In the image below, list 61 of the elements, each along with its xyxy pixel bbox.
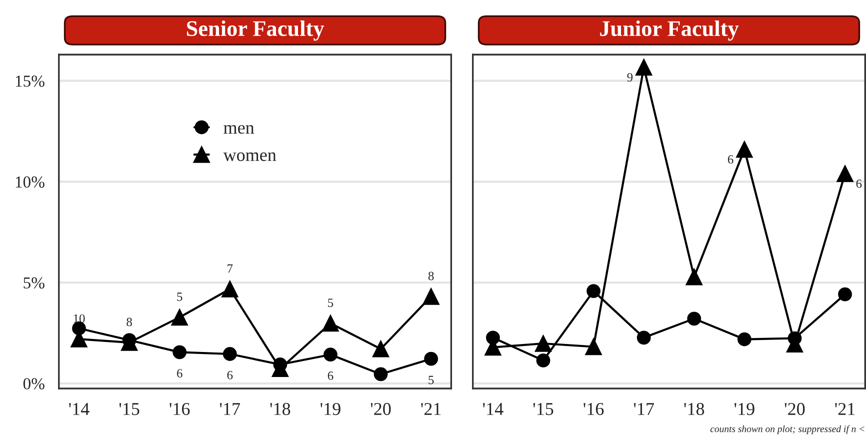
- point: [838, 287, 852, 302]
- point: [736, 141, 753, 158]
- annotation: 6: [328, 372, 334, 380]
- point: [322, 315, 339, 332]
- x-tick-label: '18: [684, 402, 704, 416]
- y-tick-label: 5%: [24, 277, 44, 289]
- x-tick-label: '14: [483, 403, 504, 415]
- point: [737, 332, 752, 346]
- annotation: 6: [728, 155, 734, 164]
- point: [534, 335, 552, 352]
- x-tick-label: '17: [220, 403, 240, 415]
- point: [372, 340, 390, 358]
- annotation: 5: [428, 376, 434, 384]
- point: [422, 288, 440, 305]
- x-tick-label: '15: [119, 403, 140, 416]
- y-tick-label: 15%: [16, 76, 44, 87]
- annotation: 10: [74, 314, 85, 323]
- y-tick-label: 0%: [23, 378, 44, 390]
- point: [586, 284, 600, 298]
- point: [324, 348, 338, 362]
- point: [222, 280, 238, 298]
- point: [120, 334, 138, 351]
- annotation: 5: [328, 298, 334, 308]
- x-tick-label: '19: [320, 402, 340, 416]
- legend-label: women: [223, 152, 276, 162]
- point: [172, 345, 187, 360]
- point: [687, 312, 702, 326]
- point: [536, 354, 550, 368]
- x-tick-label: '14: [69, 403, 90, 415]
- point: [836, 165, 854, 182]
- annotation: 6: [227, 370, 233, 380]
- annotation: 6: [177, 369, 182, 378]
- text: counts shown on plot; suppressed if n <: [710, 425, 864, 434]
- point: [636, 58, 652, 76]
- point: [222, 347, 237, 361]
- annotation: 8: [428, 272, 434, 280]
- x-tick-label: '16: [170, 402, 190, 416]
- x-tick-label: '18: [270, 402, 290, 416]
- point: [374, 367, 388, 382]
- annotation: 5: [177, 292, 182, 301]
- point: [171, 308, 188, 326]
- chart-title: Junior Faculty: [600, 20, 739, 41]
- annotation: 8: [126, 318, 132, 326]
- annotation: 9: [627, 73, 633, 82]
- point: [585, 338, 602, 356]
- point: [636, 330, 651, 345]
- chart-title: Senior Faculty: [186, 20, 324, 41]
- point: [686, 268, 702, 286]
- x-tick-label: '15: [533, 403, 554, 416]
- x-tick-label: '19: [734, 402, 754, 416]
- y-tick-label: 10%: [16, 176, 44, 188]
- x-tick-label: '20: [370, 402, 391, 416]
- legend-label: men: [224, 125, 254, 134]
- x-tick-label: '17: [634, 403, 654, 415]
- annotation: 7: [228, 264, 233, 273]
- point: [424, 352, 438, 366]
- x-tick-label: '21: [421, 402, 441, 415]
- annotation: 6: [856, 179, 862, 188]
- x-tick-label: '20: [784, 402, 805, 416]
- x-tick-label: '21: [835, 402, 855, 415]
- x-tick-label: '16: [584, 402, 604, 416]
